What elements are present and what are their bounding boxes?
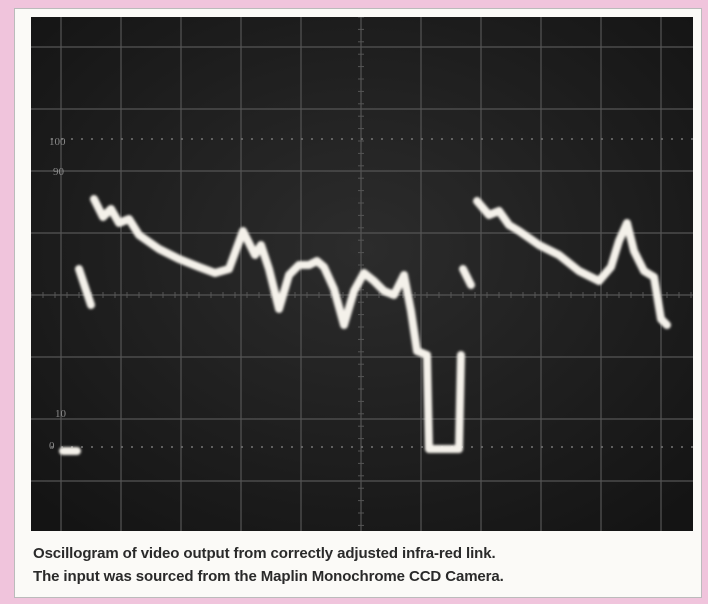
graticule-label: 10 [55,408,67,420]
figure-frame: 100 90 10 0 Oscillogram of video output … [14,8,702,598]
caption-line: The input was sourced from the Maplin Mo… [33,568,504,585]
graticule-label: 90 [53,166,65,178]
reference-dots [51,138,693,448]
caption-line: Oscillogram of video output from correct… [33,545,496,562]
waveform [59,195,671,455]
graticule-label: 100 [49,136,66,148]
oscilloscope-screen: 100 90 10 0 [31,17,693,531]
graticule-label: 0 [49,440,55,452]
